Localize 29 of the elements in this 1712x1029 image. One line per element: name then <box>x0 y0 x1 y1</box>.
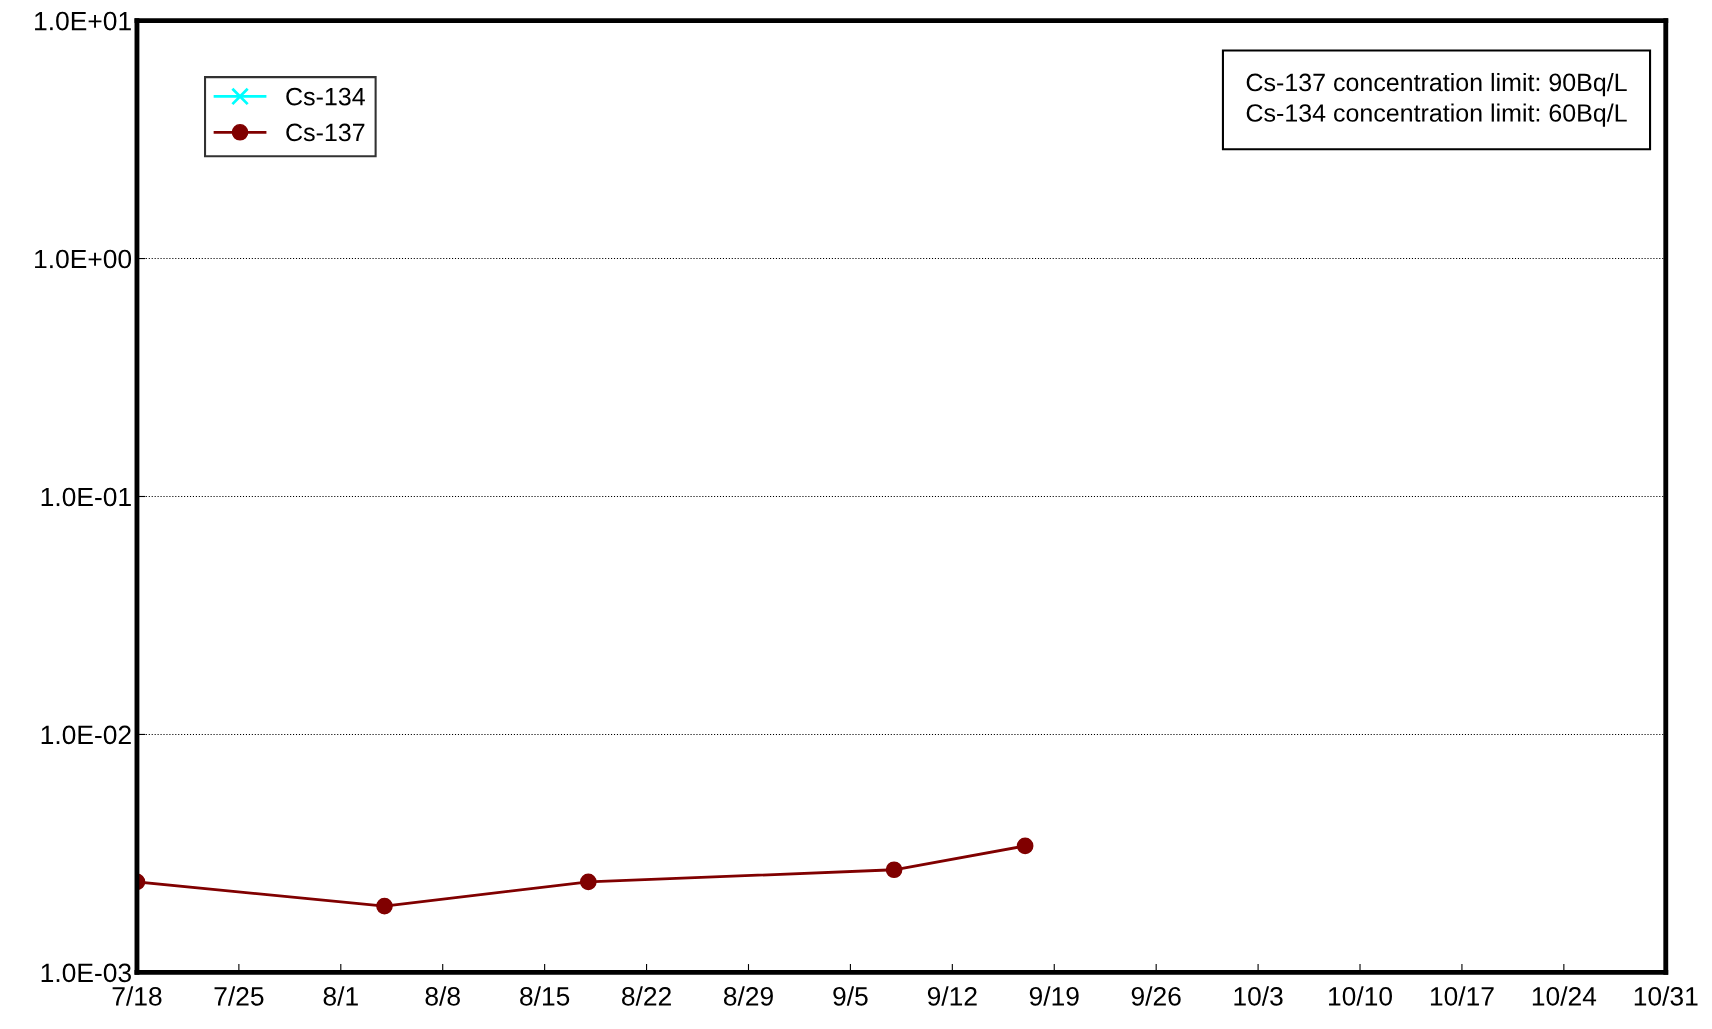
y-tick-label: 1.0E-01 <box>41 487 131 507</box>
x-tick-label: 9/26 <box>1131 986 1181 1006</box>
x-tick-label: 8/29 <box>723 986 773 1006</box>
x-tick-label: 9/5 <box>833 986 868 1006</box>
point <box>579 873 597 891</box>
x-tick-label: 10/31 <box>1634 986 1698 1006</box>
y-tick-label: 1.0E-03 <box>41 963 131 983</box>
point <box>1016 837 1034 855</box>
x-tick-label: 8/1 <box>323 986 358 1006</box>
x-tick-label: 8/8 <box>425 986 460 1006</box>
y-tick-label: 1.0E+00 <box>35 249 132 269</box>
annotation: Cs-134 concentration limit: 60Bq/L <box>1246 103 1627 127</box>
x-tick-label: 10/17 <box>1430 986 1494 1006</box>
x-tick-label: 9/19 <box>1029 986 1079 1006</box>
x-tick-label: 8/15 <box>520 986 570 1006</box>
x-tick-label: 10/3 <box>1234 986 1283 1006</box>
point <box>885 861 903 879</box>
legend-label: Cs-134 <box>286 87 365 106</box>
x-tick-label: 7/18 <box>112 986 162 1006</box>
x-tick-label: 9/12 <box>927 986 977 1006</box>
annotation: Cs-137 concentration limit: 90Bq/L <box>1246 72 1627 97</box>
x-tick-label: 8/22 <box>622 986 671 1006</box>
x-tick-label: 10/24 <box>1532 986 1597 1006</box>
legend-label: Cs-137 <box>286 123 365 142</box>
x-tick-label: 7/25 <box>214 986 264 1006</box>
y-tick-label: 1.0E+01 <box>35 11 131 31</box>
point <box>376 897 393 915</box>
x-tick-label: 10/10 <box>1329 986 1392 1006</box>
y-tick-label: 1.0E-02 <box>41 725 131 745</box>
